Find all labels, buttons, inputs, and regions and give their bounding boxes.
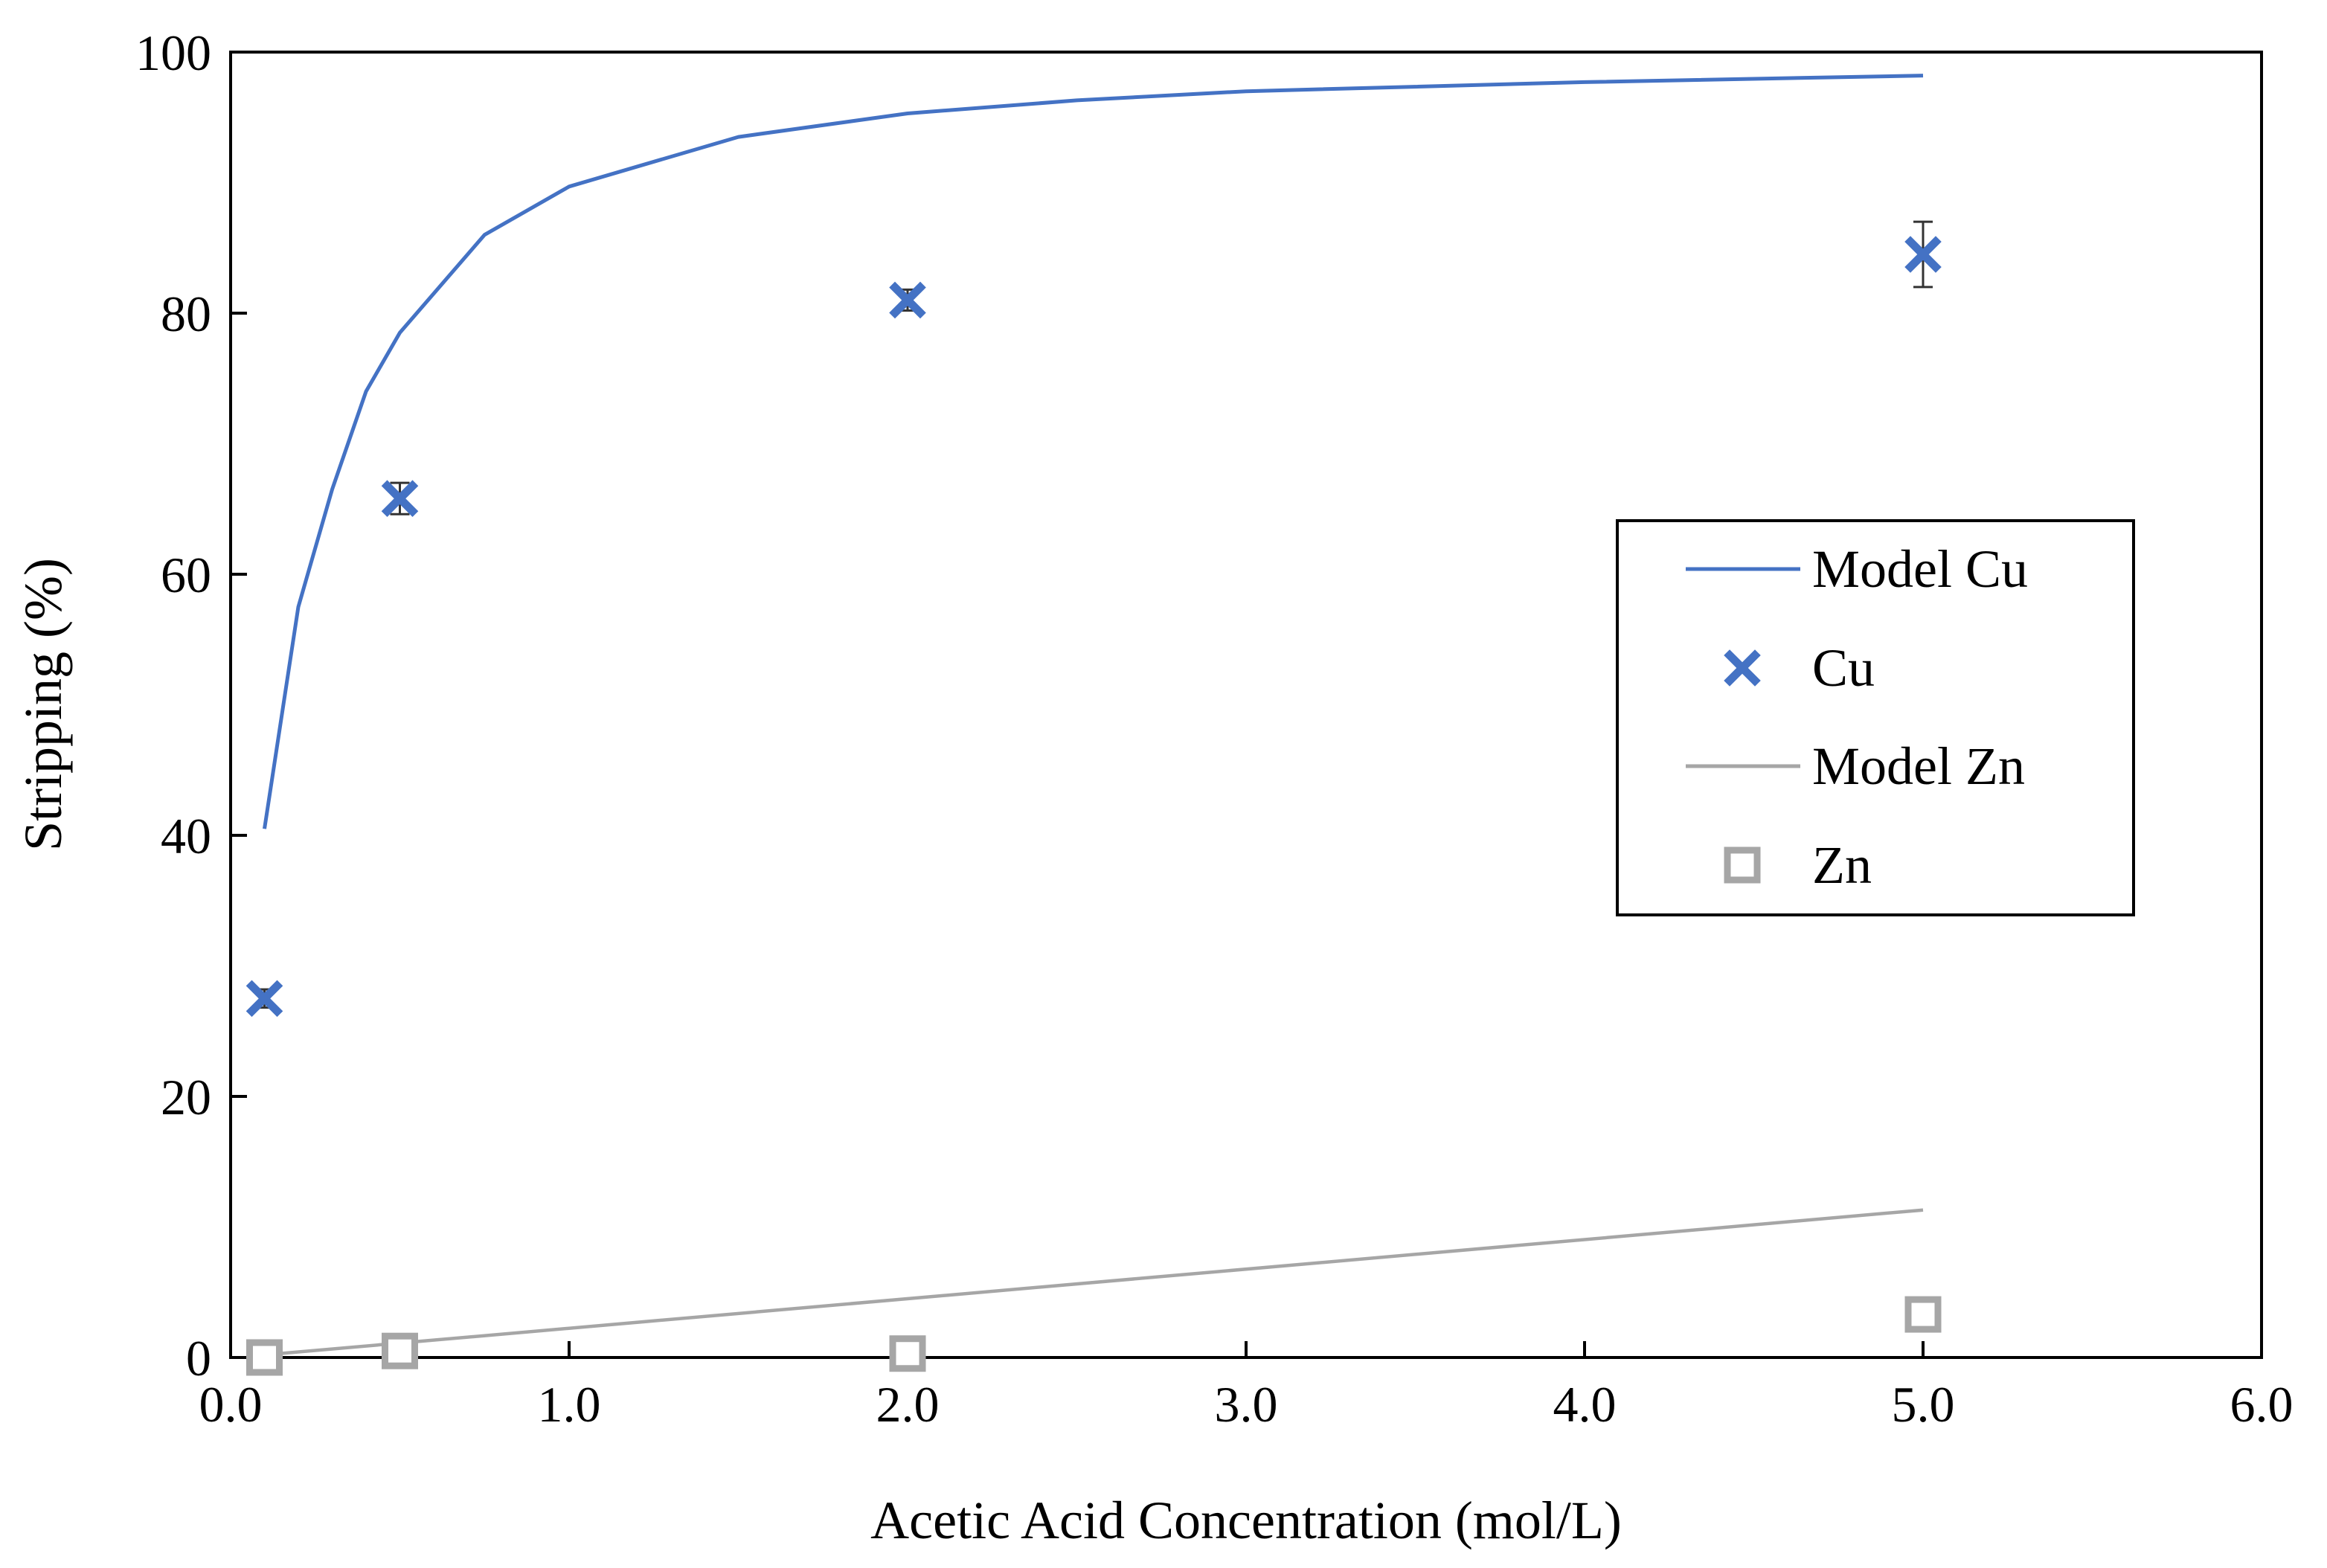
marker-stroke	[1904, 236, 1942, 273]
y-axis-title: Stripping (%)	[13, 558, 73, 851]
data-point-zn	[1904, 1296, 1942, 1333]
x-tick-label: 4.0	[1553, 1376, 1617, 1433]
y-tick-label: 100	[135, 25, 211, 81]
data-point-zn	[246, 1339, 283, 1376]
x-axis-title: Acetic Acid Concentration (mol/L)	[870, 1491, 1622, 1550]
legend-label-zn: Zn	[1812, 835, 1872, 895]
x-axis-ticks: 0.0 1.0 2.0 3.0 4.0 5.0 6.0	[199, 1341, 2294, 1433]
series-line-model-zn	[264, 1208, 1924, 1357]
legend-swatch-zn	[1724, 846, 1761, 884]
y-tick-label: 40	[161, 808, 211, 864]
data-point-cu	[245, 980, 283, 1018]
series-markers	[245, 220, 1942, 1376]
y-tick-label: 20	[161, 1069, 211, 1125]
x-tick-label: 2.0	[876, 1376, 940, 1433]
data-point-cu	[889, 281, 926, 319]
series-line-model-cu	[263, 74, 1924, 829]
data-point-cu	[1904, 236, 1942, 273]
x-tick-label: 3.0	[1215, 1376, 1278, 1433]
data-point-cu	[381, 480, 419, 517]
y-tick-label: 0	[186, 1330, 211, 1387]
marker-stroke	[381, 480, 419, 517]
marker-stroke	[889, 281, 926, 319]
legend: Model Cu Cu Model Zn Zn	[1616, 519, 2135, 916]
x-tick-label: 1.0	[538, 1376, 601, 1433]
x-tick-label: 0.0	[199, 1376, 263, 1433]
legend-label-cu: Cu	[1812, 638, 1875, 698]
legend-label-model-zn: Model Zn	[1812, 736, 2025, 796]
x-tick-label: 5.0	[1892, 1376, 1955, 1433]
marker-stroke	[1724, 649, 1761, 687]
legend-label-model-cu: Model Cu	[1812, 539, 2028, 599]
y-tick-label: 80	[161, 286, 211, 342]
marker-stroke	[245, 980, 283, 1018]
y-axis-ticks: 0 20 40 60 80 100	[135, 25, 247, 1387]
series-lines	[263, 74, 1924, 1357]
legend-box	[1616, 519, 2135, 916]
y-tick-label: 60	[161, 547, 211, 603]
x-tick-label: 6.0	[2230, 1376, 2294, 1433]
data-point-zn	[889, 1335, 926, 1372]
legend-swatch-cu	[1724, 649, 1761, 687]
data-point-zn	[382, 1332, 418, 1369]
